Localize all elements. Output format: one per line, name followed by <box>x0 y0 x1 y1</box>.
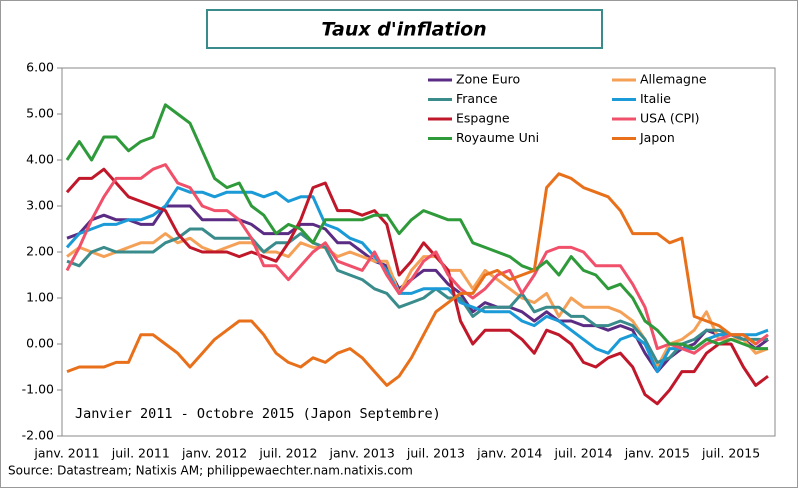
x-tick-label: juil. 2013 <box>406 446 465 461</box>
x-tick-label: juil. 2011 <box>111 446 170 461</box>
series-line <box>66 172 757 387</box>
y-tick-label: -1.00 <box>22 382 54 397</box>
x-tick-label: janv. 2014 <box>476 446 542 461</box>
legend-label: Espagne <box>456 111 510 126</box>
x-tick-label: juil. 2015 <box>701 446 760 461</box>
source: Source: Datastream; Natixis AM; philippe… <box>8 464 413 478</box>
legend-label: Japon <box>639 130 675 145</box>
legend-label: Royaume Uni <box>456 130 539 145</box>
legend-label: France <box>456 91 498 106</box>
x-tick-label: janv. 2012 <box>181 446 247 461</box>
annotation: Janvier 2011 - Octobre 2015 (Japon Septe… <box>75 406 441 422</box>
chart-title: Taux d'inflation <box>321 19 486 41</box>
x-tick-label: juil. 2012 <box>258 446 317 461</box>
y-tick-label: 1.00 <box>26 290 54 305</box>
series-line <box>65 103 768 351</box>
legend-label: Italie <box>640 91 671 106</box>
x-tick-label: juil. 2014 <box>553 446 612 461</box>
y-tick-label: 2.00 <box>26 244 54 259</box>
x-tick-label: janv. 2013 <box>329 446 395 461</box>
series-line <box>66 227 768 364</box>
legend-label: USA (CPI) <box>640 111 700 126</box>
y-tick-label: 0.00 <box>26 336 54 351</box>
title-box <box>206 9 603 49</box>
series-line <box>65 167 769 406</box>
legend-label: Zone Euro <box>456 72 520 87</box>
series-line <box>65 186 769 374</box>
series-line <box>66 204 769 374</box>
y-tick-label: 3.00 <box>26 198 54 213</box>
y-tick-label: 4.00 <box>26 152 54 167</box>
x-tick-label: janv. 2015 <box>624 446 690 461</box>
x-tick-label: janv. 2011 <box>33 446 99 461</box>
y-tick-label: 5.00 <box>26 106 54 121</box>
y-tick-label: 6.00 <box>26 60 54 75</box>
series-line <box>65 163 769 355</box>
y-tick-label: -2.00 <box>22 428 54 443</box>
legend-label: Allemagne <box>640 72 707 87</box>
